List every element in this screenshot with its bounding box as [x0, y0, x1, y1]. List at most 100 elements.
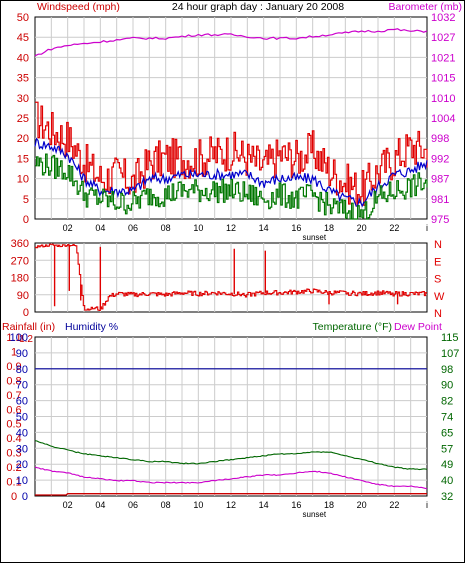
windspeed-tick-label: 0 — [23, 214, 29, 226]
x-tick-label-p3: 02 — [63, 500, 73, 510]
windspeed-tick-label: 40 — [17, 52, 29, 64]
direction-tick-label: 360 — [11, 238, 29, 250]
x-tick-label-p3: 10 — [193, 500, 203, 510]
temperature-tick-label: 49 — [441, 459, 453, 471]
x-tick-label-p1: 08 — [161, 223, 171, 233]
rain-tick-label: 0.7 — [6, 390, 21, 402]
barometer-tick-label: 1004 — [431, 113, 455, 125]
temperature-tick-label: 65 — [441, 427, 453, 439]
x-tick-label-p3: 14 — [259, 500, 269, 510]
barometer-tick-label: 975 — [431, 214, 449, 226]
temperature-tick-label: 40 — [441, 475, 453, 487]
rain-tick-label-top: 1.2 — [19, 334, 33, 345]
temperature-tick-label: 115 — [441, 332, 459, 344]
x-tick-label-p3: 04 — [95, 500, 105, 510]
x-tick-label-p1: 02 — [63, 223, 73, 233]
series-low-line — [35, 153, 428, 220]
rain-tick-label: 1 — [11, 346, 17, 358]
humidity-tick-label: 30 — [16, 443, 28, 455]
sunset-annotation-p1: sunset — [303, 233, 327, 242]
x-tick-label-p3: 06 — [128, 500, 138, 510]
barometer-tick-label: 1021 — [431, 52, 455, 64]
temperature-tick-label: 98 — [441, 364, 453, 376]
rain-tick-label: 0.4 — [6, 433, 21, 445]
x-tick-label-p3: 16 — [291, 500, 301, 510]
barometer-tick-label: 998 — [431, 133, 449, 145]
rain-tick-label: 1.1 — [6, 332, 21, 344]
rain-tick-label: 0.3 — [6, 448, 21, 460]
x-tick-label-p3: 22 — [389, 500, 399, 510]
windspeed-tick-label: 50 — [17, 12, 29, 24]
humidity-tick-label: 0 — [22, 491, 28, 503]
x-tick-label-p3: 08 — [161, 500, 171, 510]
temperature-tick-label: 107 — [441, 348, 459, 360]
barometer-tick-label: 1032 — [431, 12, 455, 24]
x-tick-label-p1: 16 — [291, 223, 301, 233]
x-tick-label-p1: 04 — [95, 223, 105, 233]
barometer-tick-label: 1010 — [431, 93, 455, 105]
series-wind-direction-line — [35, 243, 427, 312]
humidity-tick-label: 20 — [16, 459, 28, 471]
humidity-tick-label: 50 — [16, 412, 28, 424]
series-rainfall-line — [35, 493, 427, 496]
barometer-tick-label: 987 — [431, 174, 449, 186]
barometer-tick-label: 992 — [431, 153, 449, 165]
humidity-tick-label: 70 — [16, 380, 28, 392]
x-tick-label-p3: 20 — [357, 500, 367, 510]
humidity-tick-label: 60 — [16, 396, 28, 408]
x-tick-label-p1: 20 — [357, 223, 367, 233]
x-tick-label-p1: 14 — [259, 223, 269, 233]
x-tick-label-p1: 12 — [226, 223, 236, 233]
windspeed-tick-label: 10 — [17, 174, 29, 186]
chart-title: 24 hour graph day : January 20 2008 — [172, 1, 344, 13]
windspeed-axis-label: Windspeed (mph) — [37, 1, 120, 13]
direction-tick-label: 0 — [23, 307, 29, 319]
sunset-annotation-p3: sunset — [303, 510, 327, 519]
compass-tick-label: N — [434, 308, 442, 320]
x-tick-label-p1: 22 — [389, 223, 399, 233]
rain-tick-label: 0.1 — [6, 477, 21, 489]
series-barometer-line — [34, 28, 428, 57]
rain-tick-label: 0 — [11, 491, 17, 503]
windspeed-tick-label: 5 — [23, 194, 29, 206]
humidity-tick-label: 80 — [16, 364, 28, 376]
rain-tick-label: 0.5 — [6, 419, 21, 431]
temperature-tick-label: 82 — [441, 396, 453, 408]
barometer-tick-label: 1027 — [431, 32, 455, 44]
rain-tick-label: 0.2 — [6, 462, 21, 474]
x-tick-label-p1: i — [426, 223, 428, 233]
barometer-axis-label: Barometer (mb) — [388, 1, 462, 13]
series-dew-point-line — [34, 466, 428, 490]
windspeed-tick-label: 20 — [17, 133, 29, 145]
direction-tick-label: 270 — [11, 255, 29, 267]
windspeed-tick-label: 30 — [17, 93, 29, 105]
windspeed-tick-label: 25 — [17, 113, 29, 125]
compass-tick-label: N — [434, 239, 442, 251]
compass-tick-label: W — [434, 291, 445, 303]
rain-humidity-temp-panel: 00.10.20.30.40.50.60.70.80.911.11.201020… — [6, 332, 459, 519]
temperature-tick-label: 57 — [441, 443, 453, 455]
windspeed-tick-label: 15 — [17, 153, 29, 165]
x-tick-label-p3: 12 — [226, 500, 236, 510]
wind-barometer-panel: 0510152025303540455097598198799299810041… — [17, 12, 456, 242]
windspeed-tick-label: 45 — [17, 32, 29, 44]
windspeed-tick-label: 35 — [17, 73, 29, 85]
series-temperature-line — [34, 440, 428, 471]
x-tick-label-p3: 18 — [324, 500, 334, 510]
rain-tick-label: 0.9 — [6, 361, 21, 373]
compass-tick-label: S — [434, 274, 441, 286]
rain-tick-label: 0.6 — [6, 404, 21, 416]
rain-tick-label: 0.8 — [6, 375, 21, 387]
temperature-axis-label: Temperature (°F) — [313, 321, 392, 333]
temperature-tick-label: 74 — [441, 412, 453, 424]
series-windspeed-line — [35, 101, 428, 207]
barometer-tick-label: 1015 — [431, 73, 455, 85]
x-tick-label-p1: 06 — [128, 223, 138, 233]
direction-tick-label: 90 — [17, 290, 29, 302]
humidity-tick-label: 90 — [16, 348, 28, 360]
direction-tick-label: 180 — [11, 273, 29, 285]
rainfall-axis-label: Rainfall (in) — [2, 321, 55, 333]
humidity-tick-label: 10 — [16, 475, 28, 487]
